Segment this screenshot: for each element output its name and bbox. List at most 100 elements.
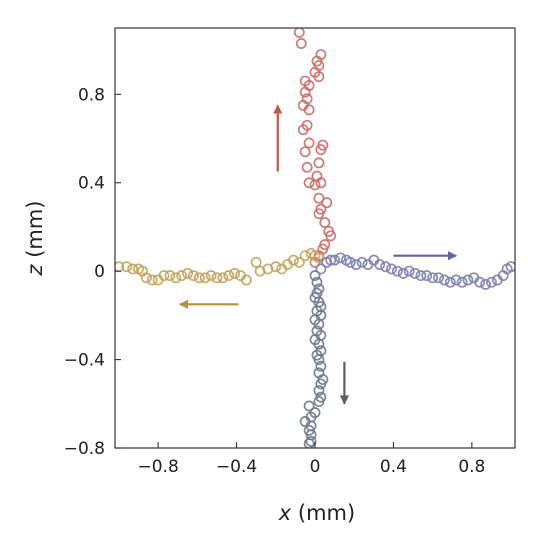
data-point	[313, 252, 325, 264]
data-point	[164, 270, 176, 282]
data-point	[319, 239, 331, 251]
data-point	[170, 272, 182, 284]
data-point	[217, 272, 229, 284]
data-point	[309, 179, 321, 191]
data-point	[319, 217, 331, 228]
data-point	[176, 270, 188, 282]
data-point	[433, 272, 444, 284]
data-point	[182, 267, 193, 279]
data-point	[505, 261, 515, 273]
data-point	[315, 360, 327, 372]
data-point	[303, 137, 315, 149]
data-point	[403, 265, 415, 277]
data-point	[313, 354, 325, 366]
data-point	[374, 259, 386, 270]
data-point	[386, 263, 397, 275]
data-point	[305, 435, 317, 447]
x-axis-unit: (mm)	[291, 501, 355, 525]
data-point	[303, 177, 315, 189]
data-point	[309, 270, 321, 282]
x-axis-label: x (mm)	[278, 501, 355, 525]
y-tick-label: 0.4	[78, 174, 105, 194]
data-point	[474, 276, 486, 288]
data-point	[391, 265, 403, 277]
data-point	[356, 256, 368, 268]
data-point	[480, 278, 492, 290]
data-point	[240, 274, 252, 286]
series-2	[315, 252, 515, 290]
y-axis-label: z (mm)	[23, 200, 47, 276]
data-point	[301, 93, 313, 105]
data-point	[486, 276, 497, 288]
data-point	[311, 170, 323, 182]
data-point	[287, 254, 299, 266]
data-point	[211, 272, 223, 284]
data-point	[299, 75, 311, 87]
data-point	[313, 192, 325, 204]
plot-frame	[114, 27, 516, 449]
data-point	[303, 438, 315, 448]
x-axis-var: x	[278, 501, 292, 525]
data-point	[438, 274, 450, 286]
data-point	[270, 261, 282, 273]
data-point	[317, 139, 329, 151]
data-point	[350, 259, 362, 270]
y-tick-label: 0.8	[78, 85, 105, 105]
data-point	[427, 272, 439, 284]
data-point	[315, 49, 327, 60]
data-point	[421, 270, 433, 282]
data-point	[254, 265, 266, 277]
series-3	[299, 270, 329, 448]
data-point	[321, 197, 333, 209]
data-point	[444, 276, 456, 288]
data-point	[199, 272, 211, 284]
y-tick-label: 0	[94, 262, 105, 282]
data-point	[329, 254, 341, 266]
data-point	[313, 396, 325, 408]
x-tick-label: −0.8	[137, 457, 178, 477]
data-point	[293, 256, 305, 268]
data-point	[223, 270, 235, 282]
data-point	[415, 270, 427, 282]
data-point	[313, 157, 325, 169]
data-point	[462, 274, 474, 286]
data-point	[313, 318, 325, 330]
data-point	[127, 263, 139, 275]
data-point	[299, 250, 311, 262]
y-axis-var: z	[23, 264, 47, 277]
data-point	[121, 261, 133, 273]
data-point	[335, 252, 346, 264]
data-point	[450, 274, 462, 286]
data-point	[146, 274, 158, 286]
x-tick-label: −0.4	[216, 457, 257, 477]
data-point	[158, 270, 170, 282]
y-tick-label: −0.4	[64, 351, 105, 371]
y-axis-unit: (mm)	[23, 200, 47, 264]
data-point	[295, 38, 307, 49]
y-tick-label: −0.8	[64, 439, 105, 459]
data-point	[315, 263, 327, 275]
data-point	[187, 270, 199, 282]
x-tick-label: 0.8	[458, 457, 485, 477]
data-point	[456, 276, 468, 288]
data-point	[301, 161, 313, 173]
data-point	[193, 272, 205, 284]
data-point	[315, 203, 327, 215]
data-point	[409, 267, 421, 279]
ticks-layer: −0.8 −0.4 0 0.4 0.8 −0.8 −0.4 0 0.4 0.8	[64, 85, 486, 477]
x-tick-label: 0	[310, 457, 321, 477]
data-point	[299, 146, 311, 158]
data-point	[344, 256, 356, 268]
data-point	[229, 267, 241, 279]
x-tick-label: 0.4	[380, 457, 407, 477]
data-point	[250, 256, 262, 268]
data-point	[205, 270, 217, 282]
data-point	[380, 261, 392, 273]
data-point	[301, 119, 313, 131]
data-point	[325, 254, 337, 266]
data-point	[303, 400, 315, 412]
data-point	[140, 272, 152, 284]
data-point	[311, 276, 323, 288]
series-0	[293, 28, 337, 268]
